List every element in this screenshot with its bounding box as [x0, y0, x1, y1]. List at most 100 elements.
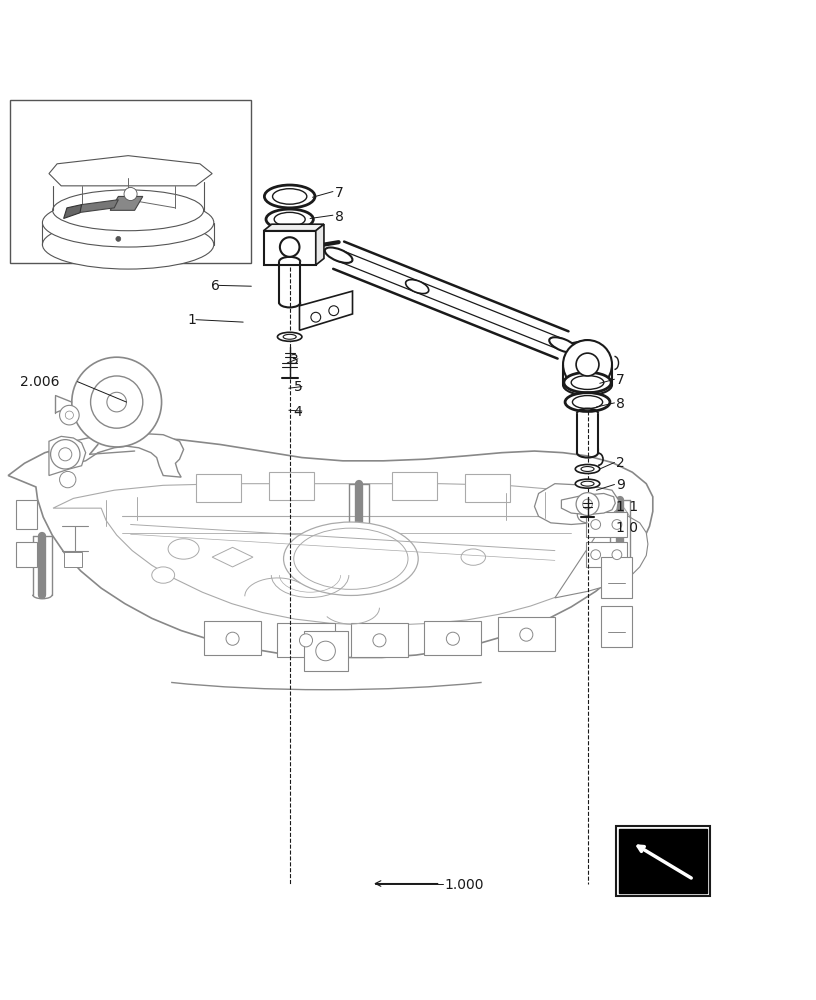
- Circle shape: [91, 376, 143, 428]
- Polygon shape: [264, 224, 324, 231]
- Ellipse shape: [549, 337, 577, 353]
- Circle shape: [563, 340, 612, 389]
- Circle shape: [373, 634, 386, 647]
- Bar: [64, 552, 82, 567]
- Bar: [498, 617, 555, 651]
- Bar: [16, 500, 37, 529]
- Ellipse shape: [564, 372, 611, 393]
- Text: 1 1: 1 1: [616, 500, 638, 514]
- Polygon shape: [555, 511, 648, 598]
- Text: 8: 8: [335, 210, 344, 224]
- Bar: [10, 100, 251, 263]
- Ellipse shape: [266, 209, 313, 229]
- Circle shape: [612, 550, 622, 560]
- Text: 7: 7: [616, 373, 625, 387]
- Text: 7: 7: [335, 186, 344, 200]
- Polygon shape: [49, 433, 184, 477]
- Ellipse shape: [284, 522, 418, 595]
- Ellipse shape: [581, 467, 594, 471]
- Text: 1 0: 1 0: [616, 521, 638, 535]
- Bar: [616, 826, 710, 896]
- Polygon shape: [299, 291, 353, 330]
- Circle shape: [311, 312, 321, 322]
- Circle shape: [329, 306, 339, 316]
- Circle shape: [72, 357, 162, 447]
- Circle shape: [116, 236, 121, 241]
- Text: 8: 8: [616, 397, 625, 411]
- Circle shape: [576, 353, 599, 376]
- Bar: [392, 472, 437, 500]
- Bar: [269, 472, 314, 500]
- Circle shape: [520, 628, 533, 641]
- Bar: [204, 621, 261, 655]
- Circle shape: [60, 471, 76, 488]
- Ellipse shape: [42, 220, 214, 269]
- Circle shape: [583, 499, 592, 509]
- Polygon shape: [8, 438, 653, 657]
- Bar: [277, 623, 335, 657]
- Ellipse shape: [52, 190, 203, 231]
- Ellipse shape: [565, 393, 610, 411]
- Ellipse shape: [294, 528, 408, 589]
- Text: 2: 2: [616, 456, 625, 470]
- Ellipse shape: [406, 280, 428, 294]
- Bar: [601, 606, 632, 647]
- Circle shape: [51, 440, 80, 469]
- Ellipse shape: [581, 481, 594, 486]
- Ellipse shape: [168, 539, 199, 559]
- Ellipse shape: [42, 198, 214, 247]
- Circle shape: [299, 634, 313, 647]
- Polygon shape: [78, 200, 118, 213]
- Text: 1.000: 1.000: [445, 878, 484, 892]
- Polygon shape: [264, 231, 316, 265]
- Circle shape: [591, 550, 601, 560]
- Ellipse shape: [571, 376, 604, 389]
- Ellipse shape: [575, 479, 600, 488]
- Bar: [304, 631, 348, 671]
- Ellipse shape: [152, 567, 175, 583]
- Bar: [586, 512, 627, 537]
- Ellipse shape: [277, 332, 302, 341]
- Text: 6: 6: [211, 279, 220, 293]
- Circle shape: [226, 632, 239, 645]
- Bar: [465, 474, 510, 502]
- Text: 5: 5: [294, 380, 303, 394]
- Ellipse shape: [573, 396, 602, 409]
- Bar: [601, 557, 632, 598]
- Text: 4: 4: [294, 405, 303, 419]
- Circle shape: [316, 641, 335, 661]
- Polygon shape: [64, 205, 82, 218]
- Circle shape: [591, 520, 601, 529]
- Bar: [16, 542, 37, 567]
- Bar: [586, 542, 627, 567]
- Circle shape: [124, 187, 137, 201]
- Circle shape: [65, 411, 73, 419]
- Circle shape: [107, 392, 126, 412]
- Polygon shape: [534, 484, 619, 524]
- Polygon shape: [49, 436, 86, 476]
- Circle shape: [576, 493, 599, 516]
- Bar: [196, 474, 241, 502]
- Circle shape: [59, 448, 72, 461]
- Text: 1: 1: [188, 313, 197, 327]
- Circle shape: [446, 632, 459, 645]
- Ellipse shape: [575, 465, 600, 473]
- Ellipse shape: [264, 185, 315, 208]
- Ellipse shape: [274, 212, 305, 226]
- Polygon shape: [49, 156, 212, 186]
- Ellipse shape: [273, 189, 307, 204]
- Text: 9: 9: [616, 478, 625, 492]
- Polygon shape: [212, 547, 253, 567]
- Polygon shape: [110, 196, 143, 210]
- Bar: [424, 621, 481, 655]
- Ellipse shape: [461, 549, 486, 565]
- Circle shape: [60, 405, 79, 425]
- Ellipse shape: [325, 247, 353, 263]
- Text: 2.006: 2.006: [20, 375, 60, 389]
- Ellipse shape: [283, 334, 296, 339]
- Polygon shape: [561, 493, 615, 515]
- Polygon shape: [53, 484, 632, 625]
- Bar: [351, 623, 408, 657]
- Polygon shape: [316, 224, 324, 265]
- Circle shape: [612, 520, 622, 529]
